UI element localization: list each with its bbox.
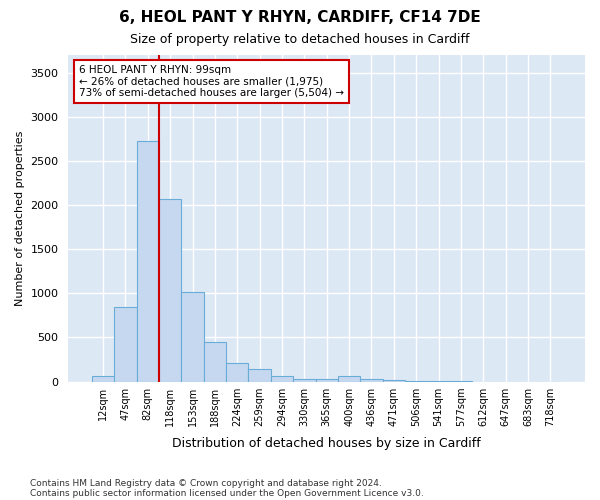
Bar xyxy=(92,376,114,382)
Text: Contains public sector information licensed under the Open Government Licence v3: Contains public sector information licen… xyxy=(30,488,424,498)
Bar xyxy=(137,142,159,382)
Bar xyxy=(159,199,181,382)
Bar xyxy=(360,379,383,382)
Bar xyxy=(271,376,293,382)
Bar xyxy=(293,379,316,382)
Bar xyxy=(181,292,204,382)
Bar xyxy=(226,363,248,382)
Text: 6, HEOL PANT Y RHYN, CARDIFF, CF14 7DE: 6, HEOL PANT Y RHYN, CARDIFF, CF14 7DE xyxy=(119,10,481,25)
X-axis label: Distribution of detached houses by size in Cardiff: Distribution of detached houses by size … xyxy=(172,437,481,450)
Bar xyxy=(316,379,338,382)
Bar xyxy=(248,368,271,382)
Bar xyxy=(114,306,137,382)
Text: Contains HM Land Registry data © Crown copyright and database right 2024.: Contains HM Land Registry data © Crown c… xyxy=(30,478,382,488)
Bar xyxy=(204,342,226,382)
Y-axis label: Number of detached properties: Number of detached properties xyxy=(15,130,25,306)
Text: 6 HEOL PANT Y RHYN: 99sqm
← 26% of detached houses are smaller (1,975)
73% of se: 6 HEOL PANT Y RHYN: 99sqm ← 26% of detac… xyxy=(79,65,344,98)
Bar xyxy=(383,380,405,382)
Bar xyxy=(338,376,360,382)
Text: Size of property relative to detached houses in Cardiff: Size of property relative to detached ho… xyxy=(130,32,470,46)
